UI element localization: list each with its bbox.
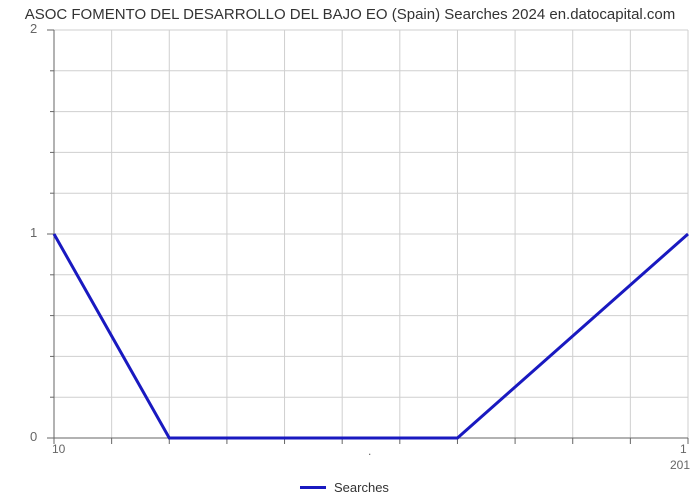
chart-svg [0,0,700,500]
chart-container: ASOC FOMENTO DEL DESARROLLO DEL BAJO EO … [0,0,700,500]
y-tick-label: 2 [30,21,37,36]
legend-swatch [300,486,326,489]
x-tick-right-top: 1 [680,442,687,456]
x-tick-center-dot: . [368,444,371,458]
x-tick-right-bottom: 201 [670,458,690,472]
legend: Searches [300,480,389,495]
x-tick-left: 10 [52,442,65,456]
legend-label: Searches [334,480,389,495]
y-tick-label: 1 [30,225,37,240]
y-tick-label: 0 [30,429,37,444]
